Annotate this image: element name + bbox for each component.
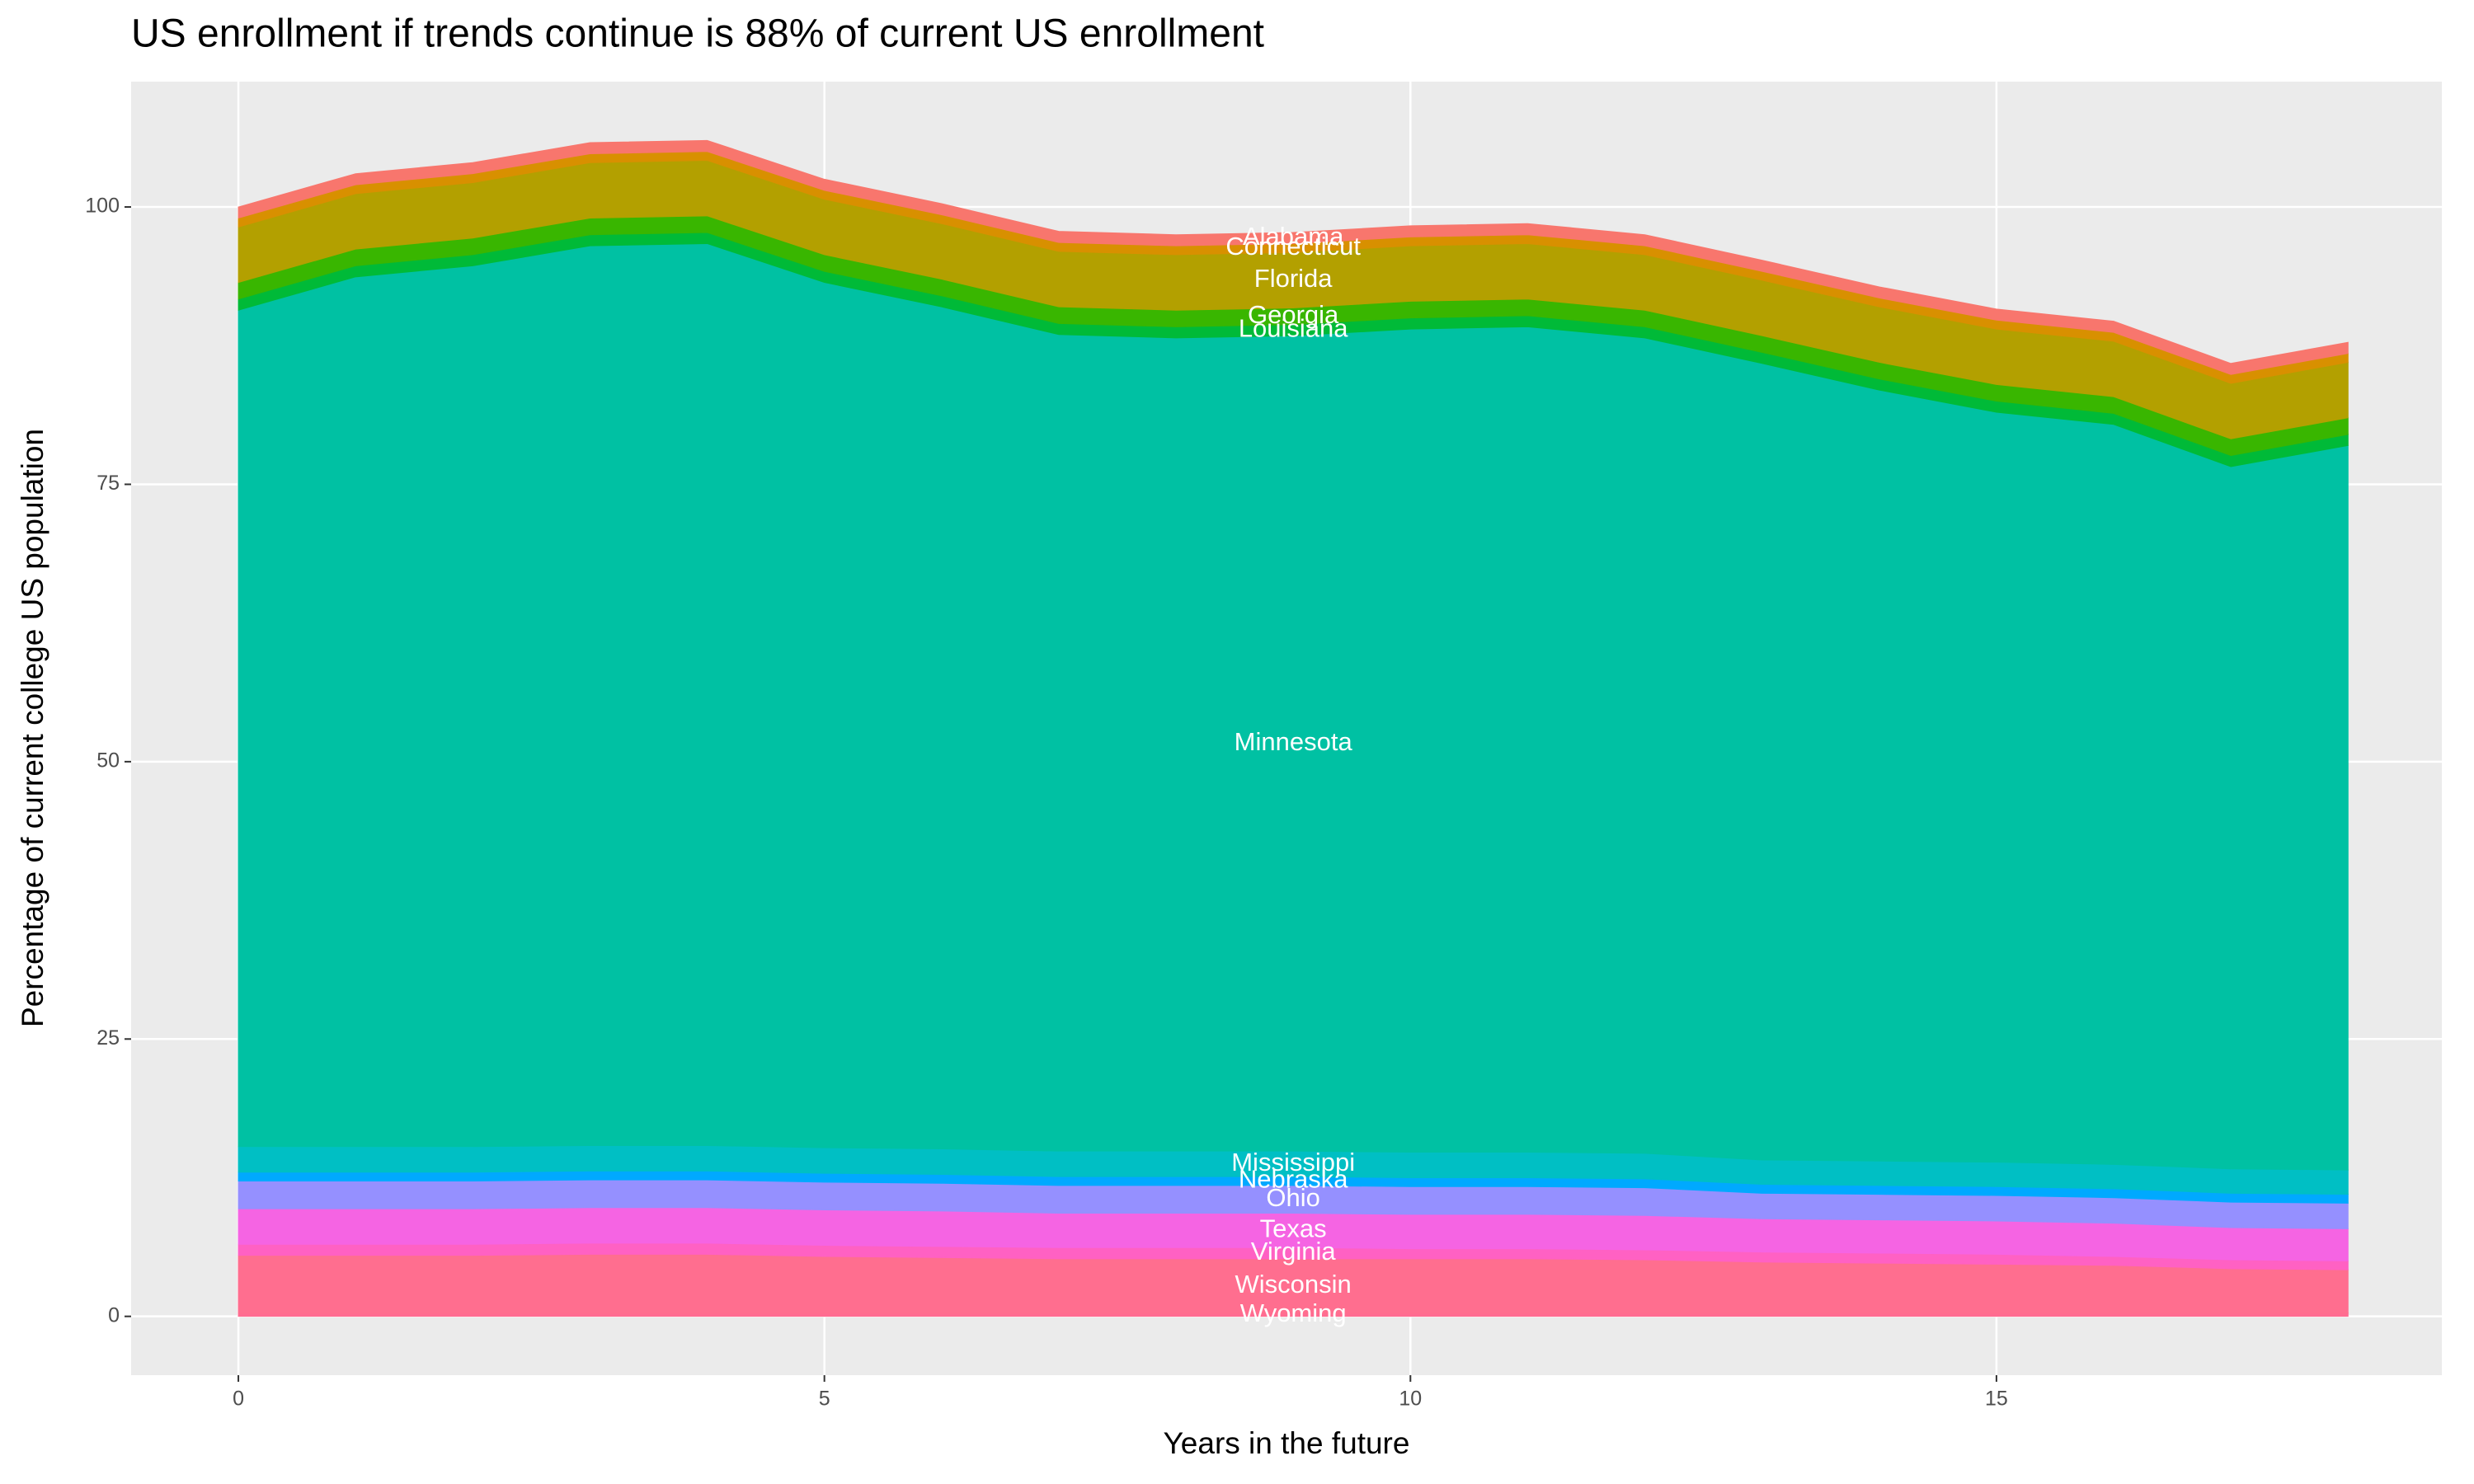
x-tick-label: 0 <box>233 1388 244 1411</box>
y-tick-label: 0 <box>108 1303 120 1327</box>
chart-title: US enrollment if trends continue is 88% … <box>131 12 1264 56</box>
area-label: Florida <box>1254 264 1333 293</box>
area-label: Connecticut <box>1225 232 1361 261</box>
y-tick-label: 25 <box>96 1026 120 1050</box>
area-label: Texas <box>1260 1214 1327 1243</box>
x-tick-label: 5 <box>819 1388 830 1411</box>
y-tick-label: 100 <box>85 195 120 218</box>
area-label: Nebraska <box>1239 1165 1348 1194</box>
area-label: Georgia <box>1248 300 1339 329</box>
area-label: Wyoming <box>1240 1298 1347 1327</box>
area-label: Louisiana <box>1239 314 1348 343</box>
y-axis-title: Percentage of current college US populat… <box>16 429 49 1027</box>
area-label: Minnesota <box>1235 727 1353 756</box>
y-tick-label: 50 <box>96 749 120 772</box>
x-axis-title: Years in the future <box>1164 1426 1410 1460</box>
area-label: Mississippi <box>1231 1148 1355 1176</box>
area-label: Alabama <box>1243 222 1344 251</box>
area <box>238 139 2349 375</box>
x-tick-label: 10 <box>1399 1388 1422 1411</box>
area-label: Virginia <box>1251 1237 1337 1266</box>
y-tick-label: 75 <box>96 472 120 495</box>
area-label: Wisconsin <box>1235 1270 1352 1298</box>
x-tick-label: 15 <box>1985 1388 2008 1411</box>
area-label: Ohio <box>1266 1183 1319 1212</box>
